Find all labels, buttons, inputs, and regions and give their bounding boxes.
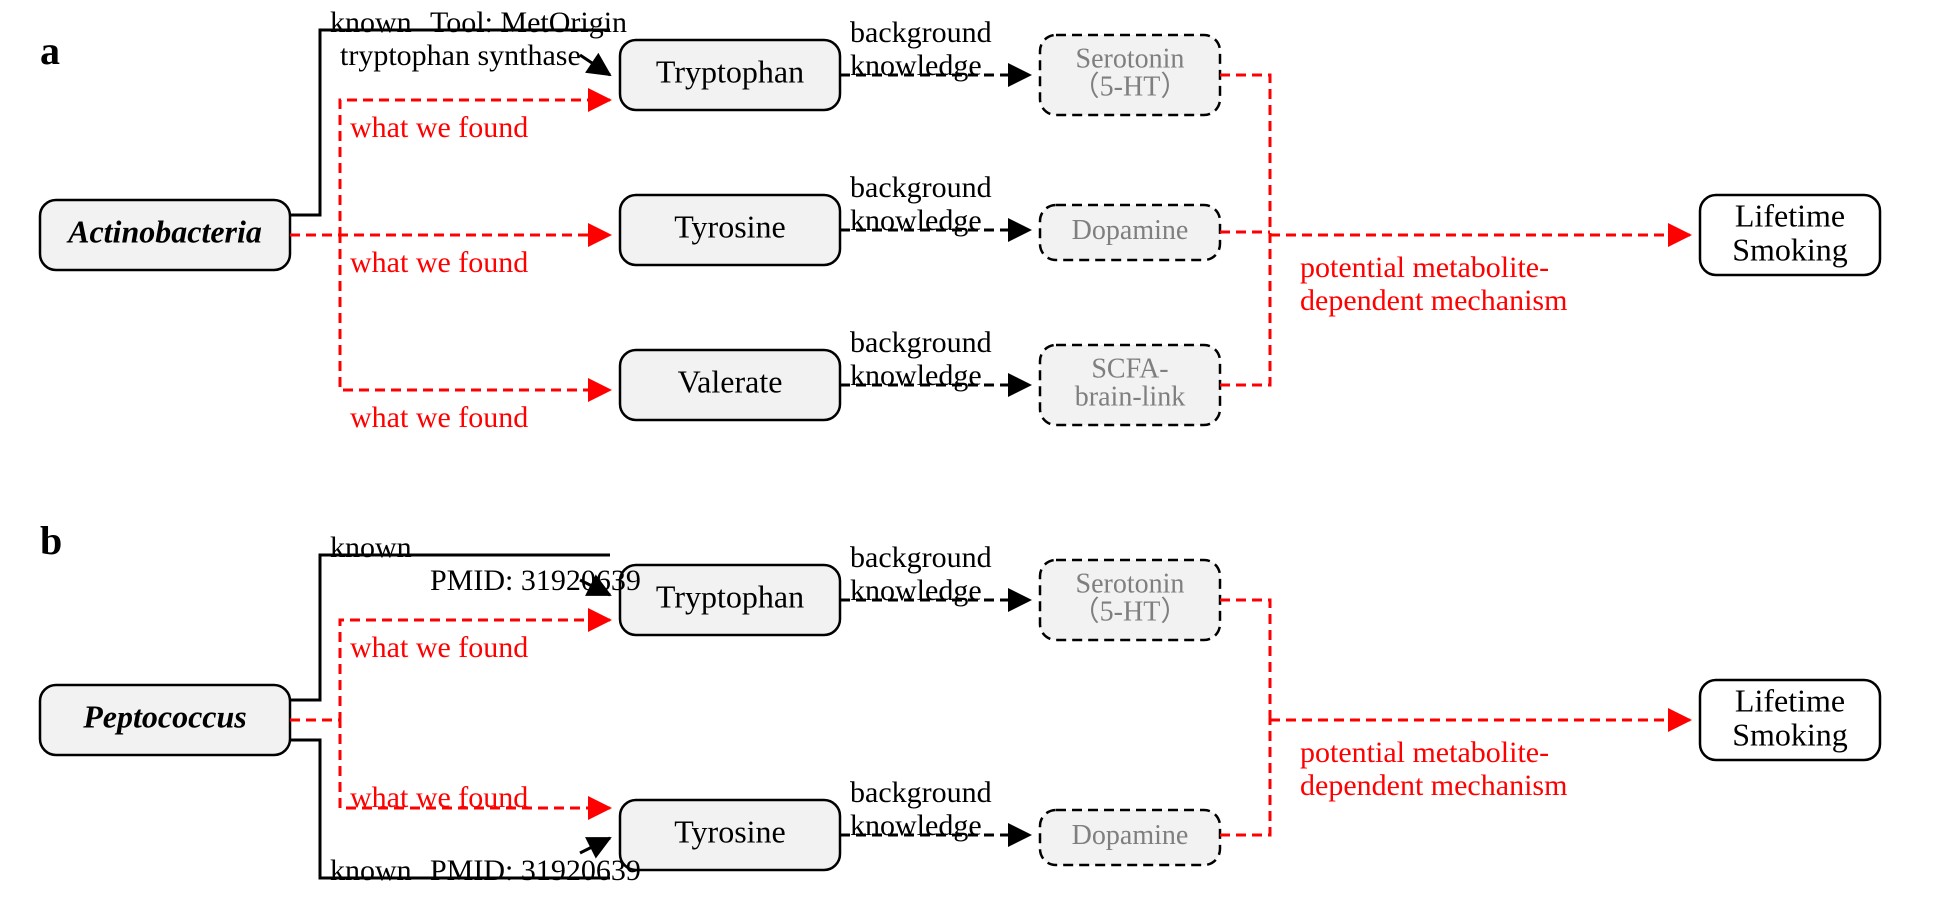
- svg-text:（5-HT）: （5-HT）: [1072, 595, 1189, 627]
- intermediate-text: Serotonin（5-HT）: [1072, 43, 1189, 102]
- edge-known-arrow: [580, 55, 610, 75]
- metabolite-text: Tyrosine: [674, 208, 786, 244]
- label-background-bot: knowledge: [850, 204, 982, 237]
- label-found: what we found: [350, 111, 528, 144]
- edge-mechanism: [1220, 235, 1270, 385]
- panel-label-b: b: [40, 518, 62, 563]
- edge-mechanism: [1220, 600, 1270, 720]
- svg-text:SCFA-: SCFA-: [1091, 353, 1168, 384]
- edge-mechanism: [1220, 720, 1270, 835]
- svg-text:Dopamine: Dopamine: [1072, 820, 1189, 851]
- svg-text:（5-HT）: （5-HT）: [1072, 70, 1189, 102]
- label-tool2: tryptophan synthase: [340, 39, 581, 72]
- diagram-canvas: a Actinobacteria Tryptophan Tyrosine Valerat…: [0, 0, 1945, 911]
- label-found: what we found: [350, 781, 528, 814]
- svg-text:Serotonin: Serotonin: [1076, 43, 1185, 74]
- label-mechanism-2: dependent mechanism: [1300, 769, 1567, 802]
- label-tool: Tool: MetOrigin: [430, 6, 627, 39]
- intermediate-text: Dopamine: [1072, 215, 1189, 246]
- outcome-text: LifetimeSmoking: [1732, 682, 1848, 752]
- intermediate-text: Serotonin（5-HT）: [1072, 568, 1189, 627]
- source-text-a: Actinobacteria: [66, 213, 262, 249]
- label-background-top: background: [850, 776, 992, 809]
- metabolite-text: Valerate: [678, 363, 783, 399]
- edge-known-below-arrow: [580, 838, 610, 853]
- label-found: what we found: [350, 401, 528, 434]
- label-known: known: [330, 6, 412, 39]
- metabolite-text: Tryptophan: [656, 53, 804, 89]
- metabolite-text: Tyrosine: [674, 813, 786, 849]
- label-background-top: background: [850, 326, 992, 359]
- svg-text:Smoking: Smoking: [1732, 716, 1848, 752]
- label-background-bot: knowledge: [850, 359, 982, 392]
- label-found: what we found: [350, 631, 528, 664]
- intermediate-text: Dopamine: [1072, 820, 1189, 851]
- metabolite-text: Tryptophan: [656, 578, 804, 614]
- label-mechanism-2: dependent mechanism: [1300, 284, 1567, 317]
- label-background-top: background: [850, 541, 992, 574]
- svg-text:Lifetime: Lifetime: [1735, 197, 1845, 233]
- edge-mechanism: [1220, 75, 1270, 235]
- svg-text:Lifetime: Lifetime: [1735, 682, 1845, 718]
- label-background-bot: knowledge: [850, 574, 982, 607]
- svg-text:brain-link: brain-link: [1075, 381, 1185, 412]
- label-mechanism-1: potential metabolite-: [1300, 736, 1549, 769]
- label-background-bot: knowledge: [850, 809, 982, 842]
- svg-text:Smoking: Smoking: [1732, 231, 1848, 267]
- outcome-text: LifetimeSmoking: [1732, 197, 1848, 267]
- svg-text:Serotonin: Serotonin: [1076, 568, 1185, 599]
- label-known: known: [330, 531, 412, 564]
- label-background-top: background: [850, 16, 992, 49]
- panel-label-a: a: [40, 28, 60, 73]
- label-tool: PMID: 31920639: [430, 564, 641, 597]
- label-found: what we found: [350, 246, 528, 279]
- label-tool-below: PMID: 31920639: [430, 854, 641, 887]
- label-background-top: background: [850, 171, 992, 204]
- label-mechanism-1: potential metabolite-: [1300, 251, 1549, 284]
- intermediate-text: SCFA-brain-link: [1075, 353, 1185, 412]
- source-text-b: Peptococcus: [82, 698, 247, 734]
- label-known-below: known: [330, 854, 412, 887]
- label-background-bot: knowledge: [850, 49, 982, 82]
- svg-text:Dopamine: Dopamine: [1072, 215, 1189, 246]
